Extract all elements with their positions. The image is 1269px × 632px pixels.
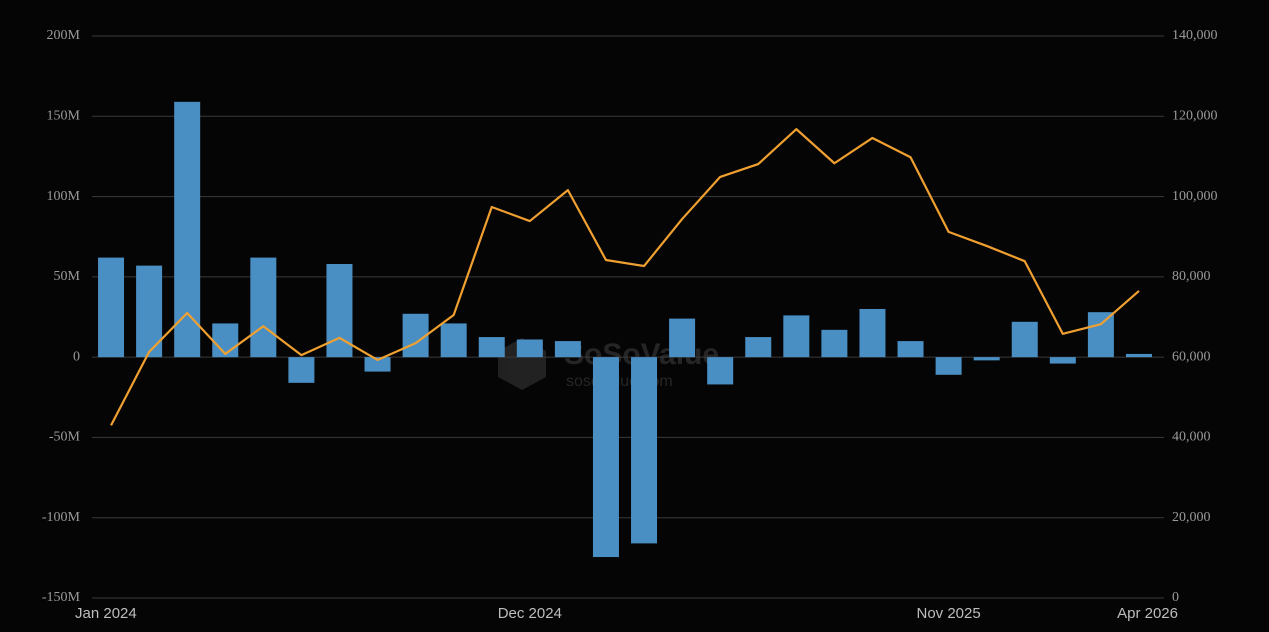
y-tick-label: 100M [47, 189, 81, 204]
y-tick-label: 150M [47, 109, 81, 124]
bar [516, 339, 543, 358]
bar [745, 337, 772, 358]
line [110, 128, 1140, 426]
y2-tick-label: 40,000 [1172, 430, 1211, 445]
bar [1087, 312, 1114, 358]
x-tick-label: Jan 2024 [75, 605, 137, 622]
y-tick-label: -50M [49, 430, 81, 445]
bar [98, 257, 125, 358]
bar [669, 318, 696, 358]
bar [897, 341, 924, 358]
y-tick-label: 0 [73, 349, 80, 364]
x-tick-label: Nov 2025 [916, 605, 980, 622]
bar [174, 101, 201, 358]
bar [821, 329, 848, 358]
y-tick-label: 200M [47, 28, 81, 43]
y2-tick-label: 0 [1172, 590, 1179, 605]
y2-tick-label: 120,000 [1172, 109, 1218, 124]
bar [1125, 353, 1152, 358]
x-tick-label: Dec 2024 [498, 605, 562, 622]
bar [212, 323, 239, 358]
y2-tick-label: 20,000 [1172, 510, 1211, 525]
bar [1011, 321, 1038, 358]
x-tick-label: Apr 2026 [1117, 605, 1178, 622]
bar [631, 357, 658, 544]
y-tick-label: -100M [42, 510, 81, 525]
bar [364, 357, 391, 372]
y2-tick-label: 100,000 [1172, 189, 1218, 204]
bar [592, 357, 619, 558]
y2-tick-label: 140,000 [1172, 28, 1218, 43]
bar [288, 357, 315, 383]
bar [250, 257, 277, 358]
bar [707, 357, 734, 385]
bar [1049, 357, 1076, 364]
bar [783, 315, 810, 358]
y2-tick-label: 80,000 [1172, 269, 1211, 284]
y-tick-label: -150M [42, 590, 81, 605]
bar [973, 357, 1000, 361]
bar [859, 308, 886, 358]
bar [554, 341, 581, 358]
y2-tick-label: 60,000 [1172, 349, 1211, 364]
y-tick-label: 50M [54, 269, 81, 284]
bar [440, 323, 467, 358]
bar [478, 337, 505, 358]
bar [935, 357, 962, 375]
